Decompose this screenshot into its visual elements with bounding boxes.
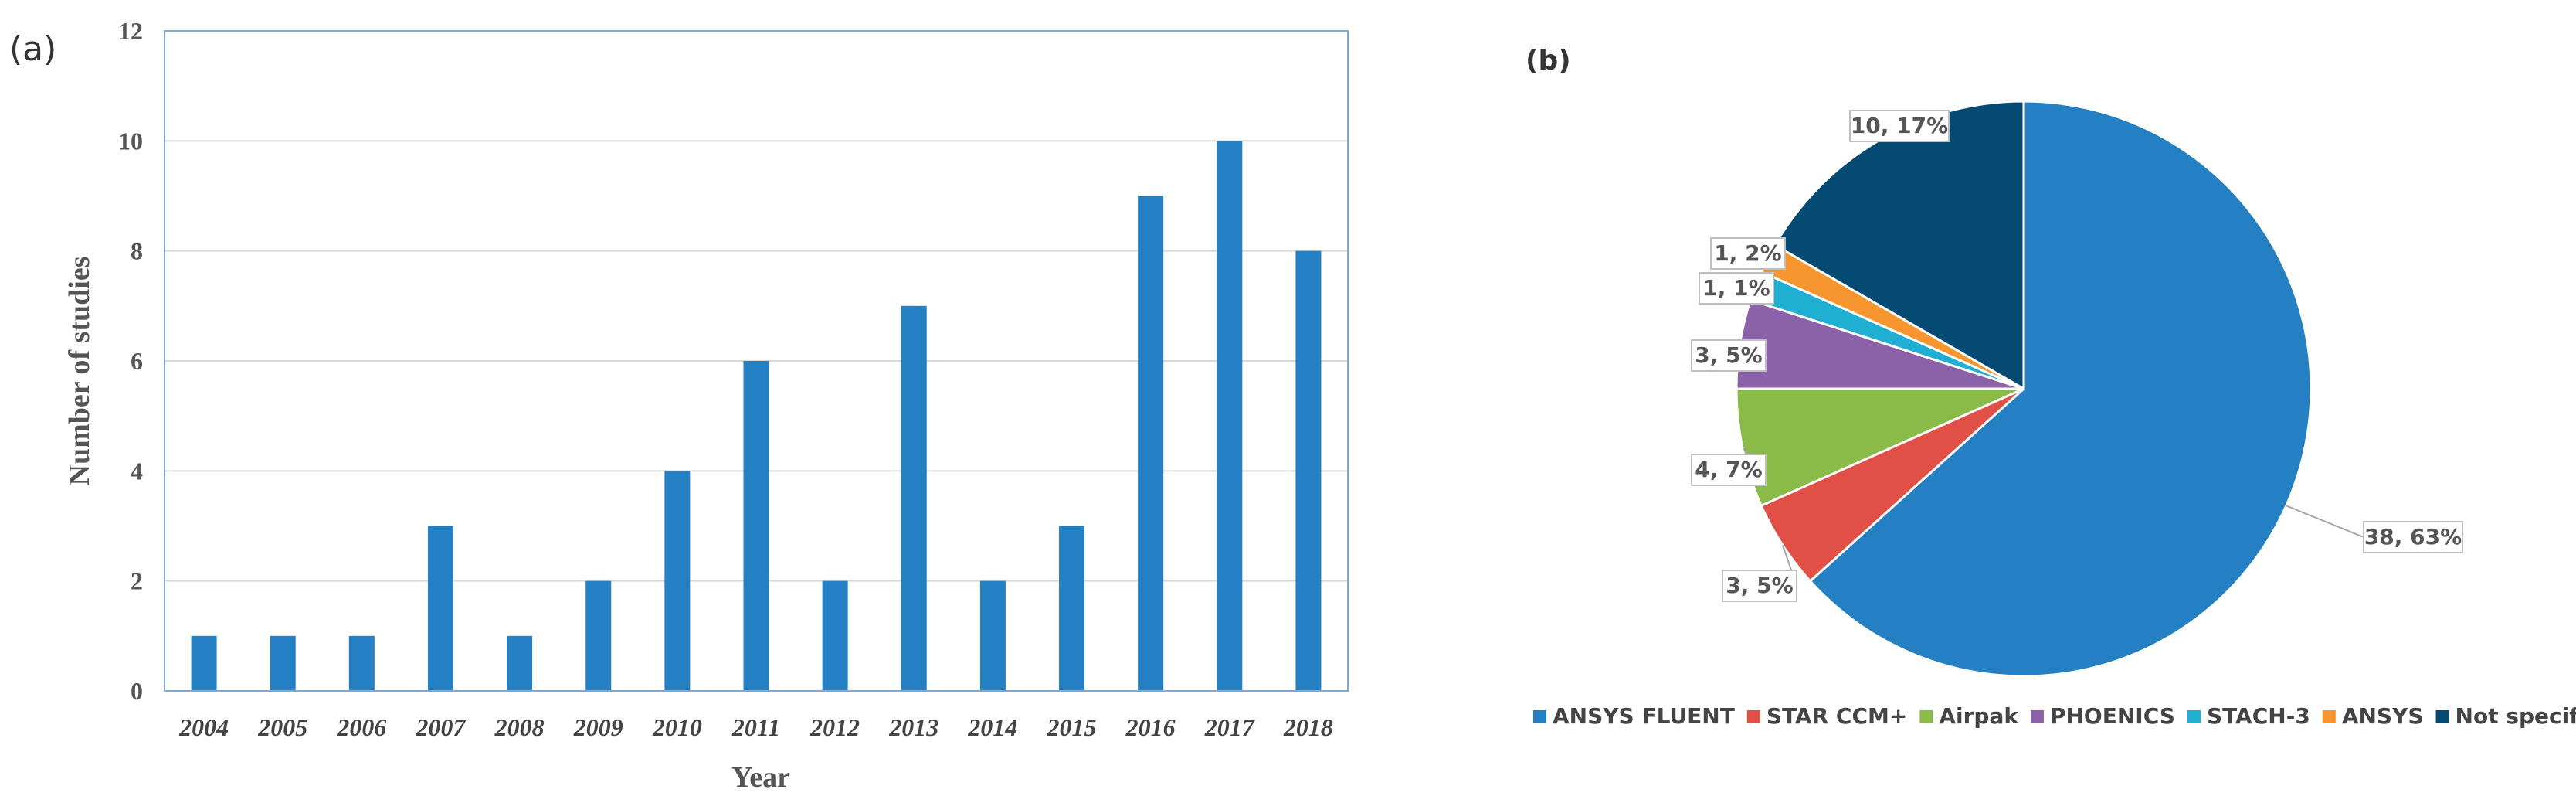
data-label: 38, 63% [2364,524,2462,550]
x-axis-title: Year [731,761,790,794]
legend-entry: STACH-3 [2207,703,2310,729]
y-tick-label: 0 [131,677,143,705]
x-tick-label: 2007 [415,713,467,741]
bar-2009 [585,580,612,691]
bar-y-tick-labels: 0 2 4 6 8 10 12 [118,17,143,705]
data-label-box [1699,272,1774,305]
bar-2004 [191,635,217,691]
x-tick-label: 2011 [731,713,780,741]
x-tick-label: 2018 [1283,713,1333,741]
bar-2018 [1295,250,1322,692]
data-label-box [1722,570,1797,602]
legend-entry: STAR CCM+ [1767,703,1908,729]
legend-entry: PHOENICS [2050,703,2175,729]
x-tick-label: 2010 [652,713,702,741]
legend-swatch [2187,710,2201,723]
y-tick-label: 8 [131,237,143,265]
bar-2006 [348,635,375,691]
bar-2005 [270,635,296,691]
x-tick-label: 2004 [178,713,229,741]
bar-2016 [1138,196,1164,691]
x-tick-label: 2008 [494,713,545,741]
data-label: 3, 5% [1726,573,1793,598]
bar-2010 [664,471,691,691]
legend-swatch [2030,710,2044,723]
legend-entry: Not specified [2456,703,2576,729]
legend-swatch [2435,710,2449,723]
leader-line [2286,505,2364,538]
bar-2011 [743,361,769,691]
x-tick-label: 2009 [573,713,623,741]
data-label-box [1691,339,1767,372]
legend-swatch [1533,710,1546,723]
x-tick-label: 2013 [888,713,938,741]
x-tick-label: 2017 [1204,713,1256,741]
legend-entry: ANSYS FLUENT [1553,703,1735,729]
data-label: 3, 5% [1695,342,1762,368]
legend-entry: Airpak [1939,703,2019,729]
legend-swatch [1746,710,1760,723]
y-tick-label: 12 [118,17,143,45]
pie-slice-ansys-fluent [1808,100,2313,678]
bar-2012 [822,580,848,691]
x-tick-label: 2006 [336,713,386,741]
data-label-box [1710,237,1786,270]
y-axis-title: Number of studies [63,257,96,486]
x-tick-label: 2014 [967,713,1017,741]
pie-chart-panel: (b) 38, 63% 3, 5% 4, 7% 3, 5% 1, 1% 1, 2% 10, … [1526,45,2576,729]
bar-2015 [1059,526,1085,691]
bar-series [191,141,1322,692]
pie-slice-airpak [1735,387,2024,508]
bar-x-tick-labels: 2004 2005 2006 2007 2008 2009 2010 2011 2012 2013… [178,713,1333,741]
x-tick-label: 2015 [1047,713,1097,741]
legend-entry: ANSYS [2342,703,2424,729]
data-label: 10, 17% [1851,113,1948,138]
y-tick-label: 10 [118,127,143,155]
bar-2008 [507,635,533,691]
y-tick-label: 4 [131,457,143,485]
bar-2014 [979,580,1006,691]
panel-label-b: (b) [1526,45,1571,77]
pie-slices [1735,100,2313,678]
x-tick-label: 2012 [809,713,860,741]
data-label-box [1691,454,1767,486]
legend-swatch [2322,710,2336,723]
data-label: 4, 7% [1695,457,1762,482]
x-tick-label: 2016 [1125,713,1176,741]
legend-swatch [1919,710,1933,723]
pie-data-labels: 38, 63% 3, 5% 4, 7% 3, 5% 1, 1% 1, 2% 10, 17% [1691,110,2463,602]
data-label: 1, 2% [1714,240,1781,266]
data-label-box [1849,110,1950,142]
y-tick-label: 6 [131,347,143,375]
bar-2017 [1217,141,1243,692]
bar-2013 [901,305,927,691]
data-label: 1, 1% [1702,275,1770,301]
pie-legend: ANSYS FLUENT STAR CCM+ Airpak PHOENICS STACH… [1533,703,2576,729]
bar-2007 [427,526,453,691]
panel-label-a: (a) [9,29,56,69]
bar-plot-frame [164,30,1349,692]
data-label-box [2363,521,2463,553]
x-tick-label: 2005 [257,713,307,741]
y-tick-label: 2 [131,567,143,595]
